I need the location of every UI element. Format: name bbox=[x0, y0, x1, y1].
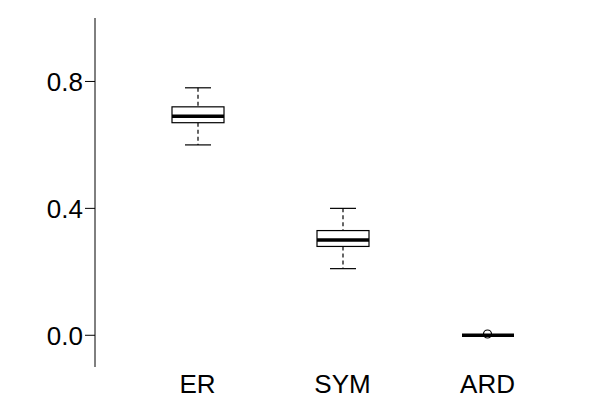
svg-text:0.4: 0.4 bbox=[47, 194, 83, 224]
svg-text:0.8: 0.8 bbox=[47, 67, 83, 97]
svg-text:ER: ER bbox=[179, 369, 215, 399]
svg-text:ARD: ARD bbox=[460, 369, 515, 399]
svg-text:SYM: SYM bbox=[314, 369, 370, 399]
svg-text:0.0: 0.0 bbox=[47, 321, 83, 351]
